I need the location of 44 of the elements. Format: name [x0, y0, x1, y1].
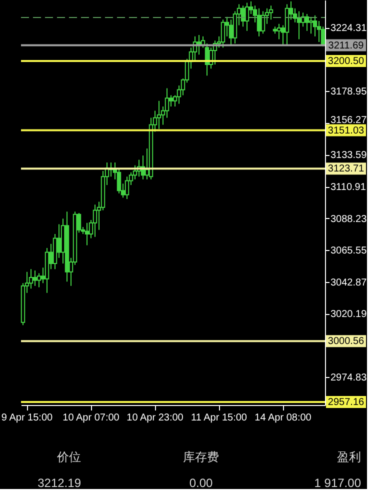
y-tick-label: 3020.19	[330, 309, 368, 320]
ref-line-label: 3123.71	[328, 164, 365, 175]
y-tick-label: 3042.87	[330, 277, 368, 288]
text: 盈利	[337, 450, 361, 464]
text: 3212.19	[38, 476, 82, 490]
candlestick	[268, 5, 274, 20]
candlestick	[256, 8, 262, 37]
text: 价位	[56, 450, 81, 464]
candlestick	[260, 10, 266, 34]
text: 1 917.00	[314, 476, 362, 490]
candlestick	[156, 100, 162, 130]
candlestick	[308, 16, 314, 34]
x-tick-label: 14 Apr 08:00	[254, 412, 312, 424]
candlestick	[276, 23, 282, 40]
candlestick	[220, 19, 226, 48]
candlestick	[168, 94, 174, 108]
ref-line-label: 2957.16	[328, 396, 365, 408]
candlestick	[92, 204, 98, 238]
y-tick-label: 3065.55	[330, 246, 368, 257]
y-tick-label: 3178.95	[330, 86, 368, 98]
ref-line-label: 3151.03	[328, 125, 365, 136]
candlestick	[32, 270, 38, 286]
x-tick-label: 11 Apr 15:00	[191, 412, 248, 424]
y-tick-label: 3224.31	[330, 23, 368, 34]
x-tick-label: 9 Apr 15:00	[1, 412, 54, 424]
text: 库存费	[183, 450, 219, 464]
x-tick-label: 10 Apr 07:00	[62, 412, 120, 424]
candlestick	[304, 14, 310, 32]
y-tick-label: 3156.27	[330, 114, 368, 126]
ref-line-label: 3000.56	[328, 336, 365, 348]
ref-line-label: 3211.69	[328, 40, 364, 52]
y-tick-label: 3088.23	[330, 214, 368, 225]
y-tick-label: 2974.83	[330, 372, 368, 384]
candlestick	[28, 268, 34, 290]
y-tick-label: 3133.59	[330, 150, 368, 162]
candlestick	[296, 10, 302, 40]
candlestick	[244, 2, 250, 32]
ref-line-label: 3200.50	[328, 56, 365, 67]
candlestick	[124, 176, 130, 200]
y-tick-label: 3110.91	[330, 182, 366, 194]
x-tick-label: 10 Apr 23:00	[126, 412, 184, 424]
candlestick	[84, 222, 90, 246]
text: 0.00	[189, 476, 213, 490]
candlestick	[284, 4, 290, 46]
